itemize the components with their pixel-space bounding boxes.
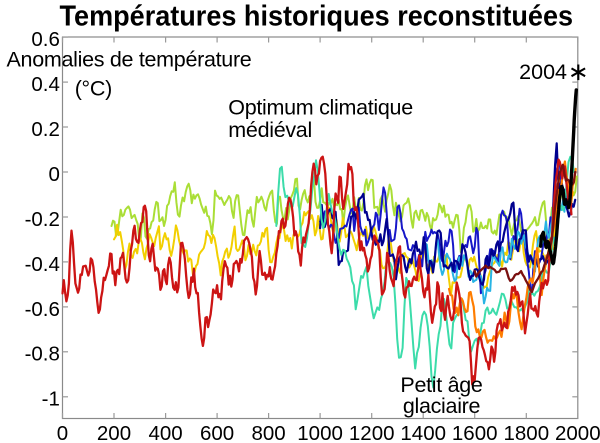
svg-text:0.2: 0.2 (31, 118, 60, 141)
svg-text:600: 600 (200, 422, 234, 443)
svg-text:1000: 1000 (297, 422, 343, 443)
svg-text:glaciaire: glaciaire (403, 394, 480, 418)
svg-text:800: 800 (251, 422, 285, 443)
svg-text:0.6: 0.6 (31, 28, 60, 51)
svg-text:-0.6: -0.6 (25, 298, 60, 321)
svg-text:(°C): (°C) (75, 76, 112, 100)
svg-text:1400: 1400 (400, 422, 446, 443)
svg-text:1600: 1600 (452, 422, 498, 443)
svg-text:1200: 1200 (349, 422, 395, 443)
svg-text:-0.8: -0.8 (25, 343, 60, 366)
svg-text:0: 0 (48, 163, 59, 186)
svg-text:0: 0 (57, 422, 68, 443)
svg-text:1800: 1800 (503, 422, 549, 443)
svg-text:-0.2: -0.2 (25, 208, 60, 231)
svg-text:Optimum climatique: Optimum climatique (228, 95, 413, 119)
svg-text:0.4: 0.4 (31, 73, 60, 96)
svg-text:200: 200 (97, 422, 131, 443)
svg-text:Petit âge: Petit âge (400, 373, 482, 397)
svg-text:2004: 2004 (519, 60, 567, 84)
svg-text:Anomalies de température: Anomalies de température (7, 48, 252, 72)
svg-text:-1: -1 (42, 388, 60, 411)
svg-text:médiéval: médiéval (228, 118, 312, 142)
svg-text:Températures historiques recon: Températures historiques reconstituées (60, 1, 574, 33)
svg-text:400: 400 (148, 422, 182, 443)
svg-text:2000: 2000 (555, 422, 600, 443)
svg-text:-0.4: -0.4 (25, 253, 60, 276)
